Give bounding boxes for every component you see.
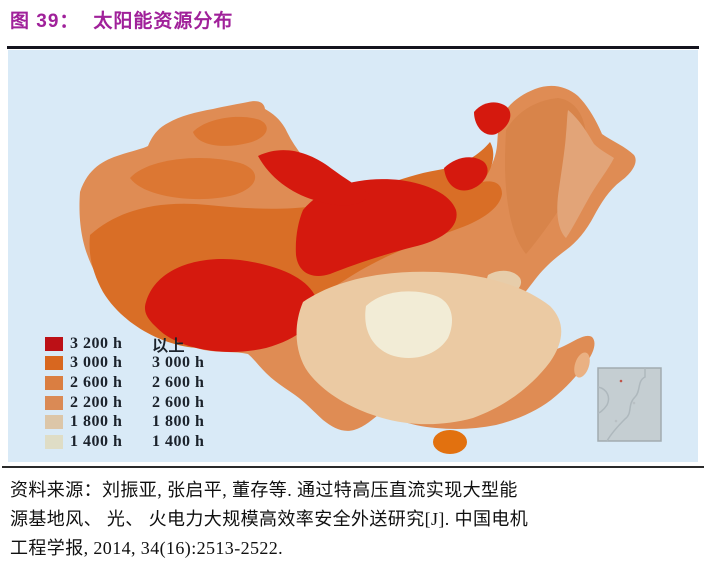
inset-coastline bbox=[606, 368, 646, 442]
legend-swatch bbox=[45, 336, 63, 351]
legend-label: 2 600 h bbox=[152, 373, 205, 391]
region-3200h-northeast bbox=[474, 102, 511, 135]
inset-island-dot bbox=[619, 379, 623, 383]
caption-divider bbox=[7, 46, 699, 49]
legend-row: 1 400 h 1 400 h bbox=[45, 432, 204, 452]
solar-resource-map: 3 200 h 以上 3 000 h 3 000 h 2 600 h 2 600… bbox=[8, 50, 698, 462]
legend-swatch bbox=[45, 434, 63, 449]
inset-frame bbox=[597, 367, 662, 442]
china-map-canvas bbox=[79, 85, 662, 454]
source-line: 工程学报, 2014, 34(16):2513-2522. bbox=[10, 538, 284, 558]
legend-label: 2 200 h bbox=[70, 393, 123, 411]
region-1400h-sichuan bbox=[365, 291, 452, 358]
legend-label: 1 800 h bbox=[70, 413, 123, 431]
legend-label: 1 400 h bbox=[152, 432, 205, 450]
legend-row: 2 600 h 2 600 h bbox=[45, 373, 204, 393]
region-3200h-im-east bbox=[444, 157, 488, 191]
region-junggar-basin bbox=[193, 116, 267, 146]
source-divider bbox=[2, 466, 704, 468]
legend-label: 以上 bbox=[152, 337, 186, 355]
legend-swatch bbox=[45, 415, 63, 430]
legend-label: 1 800 h bbox=[152, 413, 205, 431]
region-3200h-tibet bbox=[144, 258, 318, 352]
legend-row: 3 000 h 3 000 h bbox=[45, 354, 204, 374]
legend-row: 3 200 h 以上 bbox=[45, 334, 204, 355]
region-tarim-basin bbox=[130, 158, 256, 200]
source-citation: 资料来源：刘振亚, 张启平, 董存等. 通过特高压直流实现大型能 源基地风、 光… bbox=[10, 476, 700, 563]
taiwan-island bbox=[574, 352, 590, 378]
legend-row: 2 200 h 2 600 h bbox=[45, 393, 204, 413]
inset-gulf-line bbox=[597, 386, 610, 414]
legend-label: 3 000 h bbox=[70, 354, 123, 372]
legend-row: 1 800 h 1 800 h bbox=[45, 412, 204, 432]
region-3200h-inner-mongolia bbox=[258, 150, 370, 206]
legend-label: 3 200 h bbox=[70, 334, 123, 352]
source-line: 资料来源：刘振亚, 张启平, 董存等. 通过特高压直流实现大型能 bbox=[10, 480, 518, 500]
legend-label: 2 600 h bbox=[70, 373, 123, 391]
south-china-sea-inset bbox=[597, 367, 662, 442]
map-legend: 3 200 h 以上 3 000 h 3 000 h 2 600 h 2 600… bbox=[45, 334, 204, 452]
legend-swatch bbox=[45, 375, 63, 390]
legend-swatch bbox=[45, 395, 63, 410]
source-line: 源基地风、 光、 火电力大规模高效率安全外送研究[J]. 中国电机 bbox=[10, 509, 529, 529]
inset-island-dot bbox=[632, 401, 636, 405]
legend-label: 2 600 h bbox=[152, 393, 205, 411]
figure-title: 太阳能资源分布 bbox=[93, 11, 234, 32]
inset-island-dot bbox=[614, 419, 618, 423]
legend-label: 3 000 h bbox=[152, 354, 205, 372]
legend-swatch bbox=[45, 356, 63, 371]
figure-number: 图 39： bbox=[10, 11, 80, 32]
legend-label: 1 400 h bbox=[70, 432, 123, 450]
figure-caption: 图 39： 太阳能资源分布 bbox=[10, 6, 233, 33]
region-northeast-coast bbox=[557, 110, 614, 238]
hainan-island bbox=[433, 430, 467, 454]
